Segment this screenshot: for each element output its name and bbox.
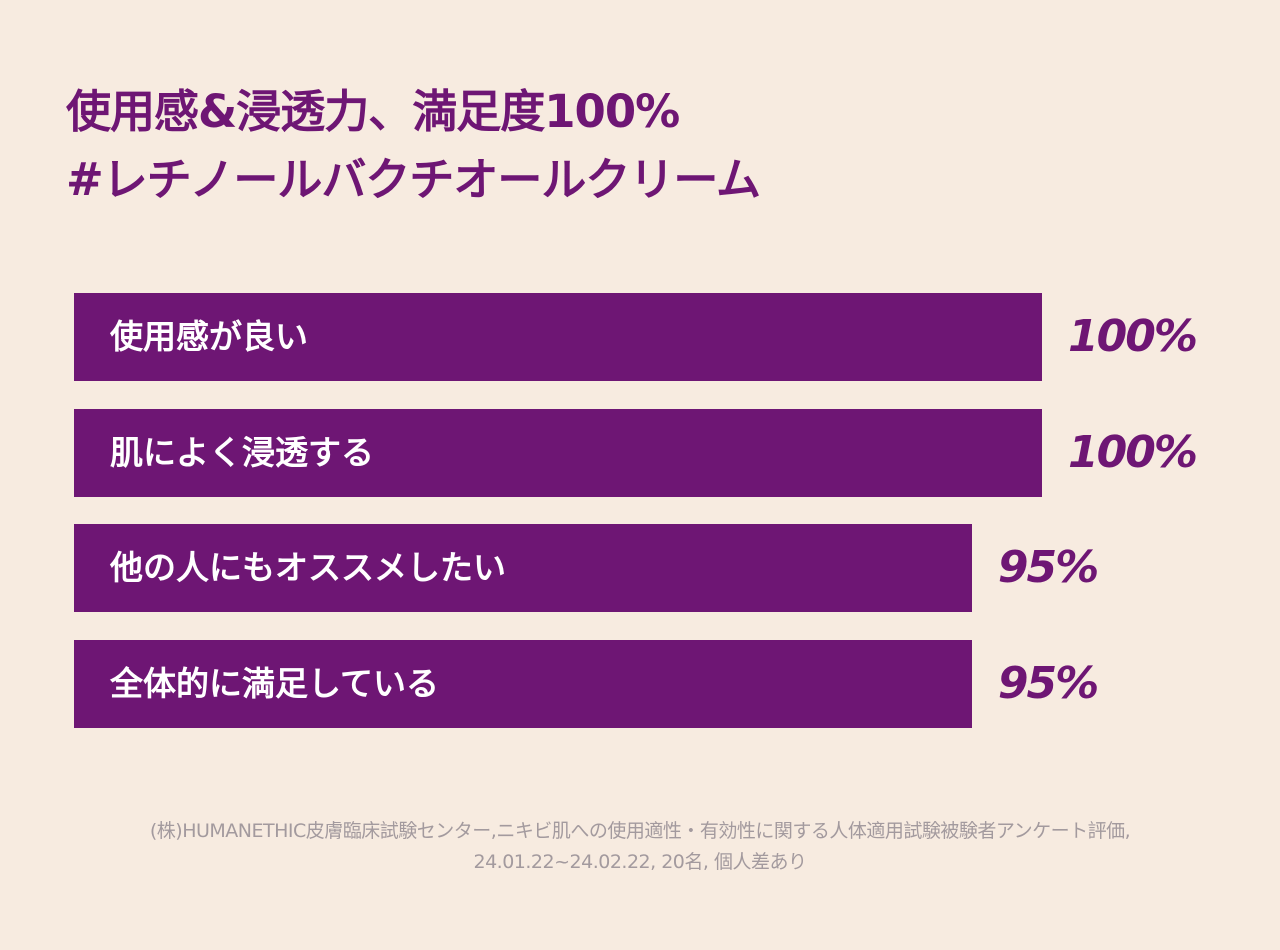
footnote-line-2: 24.01.22~24.02.22, 20名, 個人差あり (473, 851, 807, 873)
title-line-2: #レチノールバクチオールクリーム (66, 153, 761, 206)
bar: 肌によく浸透する (74, 409, 1042, 497)
bar-category-label: 全体的に満足している (110, 664, 440, 703)
bar-category-label: 他の人にもオススメしたい (110, 548, 506, 587)
bar: 他の人にもオススメしたい (74, 524, 972, 612)
bar: 使用感が良い (74, 293, 1042, 381)
bar: 全体的に満足している (74, 640, 972, 728)
bar-value-label: 95% (997, 542, 1099, 593)
chart-title: 使用感&浸透力、満足度100% #レチノールバクチオールクリーム (66, 78, 761, 214)
footnote: (株)HUMANETHIC皮膚臨床試験センター,ニキビ肌への使用適性・有効性に関… (0, 816, 1280, 878)
bar-category-label: 使用感が良い (110, 317, 308, 356)
bar-value-label: 95% (997, 658, 1099, 709)
bar-value-label: 100% (1068, 427, 1198, 478)
bar-category-label: 肌によく浸透する (110, 433, 374, 472)
title-line-1: 使用感&浸透力、満足度100% (66, 85, 680, 138)
footnote-line-1: (株)HUMANETHIC皮膚臨床試験センター,ニキビ肌への使用適性・有効性に関… (149, 820, 1131, 842)
bar-value-label: 100% (1068, 311, 1198, 362)
